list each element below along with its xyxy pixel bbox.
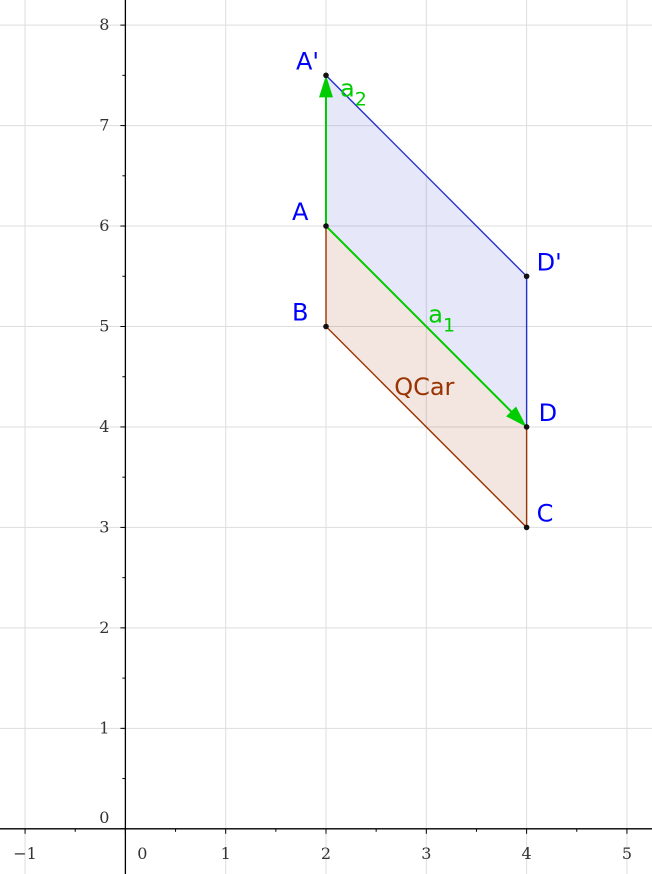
y-tick-label: 7 bbox=[99, 116, 109, 135]
points: A B C D A' D' bbox=[292, 47, 562, 531]
x-tick-label: 2 bbox=[321, 844, 331, 863]
y-tick-label: 3 bbox=[99, 517, 109, 536]
y-tick-label: 8 bbox=[99, 15, 109, 34]
point-label-B: B bbox=[292, 298, 308, 326]
vector-a2-label: a2 bbox=[340, 75, 367, 111]
x-tick-label: 5 bbox=[622, 844, 632, 863]
vector-a1-shaft bbox=[325, 225, 512, 413]
labels: QCar bbox=[394, 373, 454, 401]
y-tick-label: 4 bbox=[99, 417, 109, 436]
point-B bbox=[323, 323, 329, 330]
point-D bbox=[523, 424, 530, 430]
y-tick-label: 0 bbox=[99, 808, 109, 827]
point-Ap bbox=[323, 72, 329, 79]
point-label-C: C bbox=[537, 499, 554, 527]
point-A bbox=[323, 223, 329, 229]
point-label-Ap: A' bbox=[296, 47, 319, 75]
point-C bbox=[523, 524, 530, 531]
point-label-D: D bbox=[539, 399, 557, 427]
point-label-A: A bbox=[292, 198, 309, 226]
point-Dp bbox=[523, 273, 530, 280]
x-tick-label: 0 bbox=[137, 844, 147, 863]
qcar-label: QCar bbox=[394, 373, 454, 401]
y-tick-label: 5 bbox=[99, 316, 109, 335]
y-tick-label: 2 bbox=[99, 618, 109, 637]
x-tick-label: 4 bbox=[522, 844, 532, 863]
x-tick-label: −1 bbox=[13, 844, 37, 863]
y-tick-label: 6 bbox=[99, 216, 109, 235]
vector-a2-arrowhead bbox=[319, 75, 333, 98]
vector-a1-arrowhead bbox=[506, 406, 527, 427]
vectors: a1 a2 bbox=[319, 75, 527, 427]
x-tick-label: 1 bbox=[221, 844, 231, 863]
y-tick-label: 1 bbox=[99, 718, 109, 737]
point-label-Dp: D' bbox=[537, 248, 562, 276]
x-tick-label: 3 bbox=[421, 844, 431, 863]
vector-a1-label: a1 bbox=[428, 300, 455, 336]
